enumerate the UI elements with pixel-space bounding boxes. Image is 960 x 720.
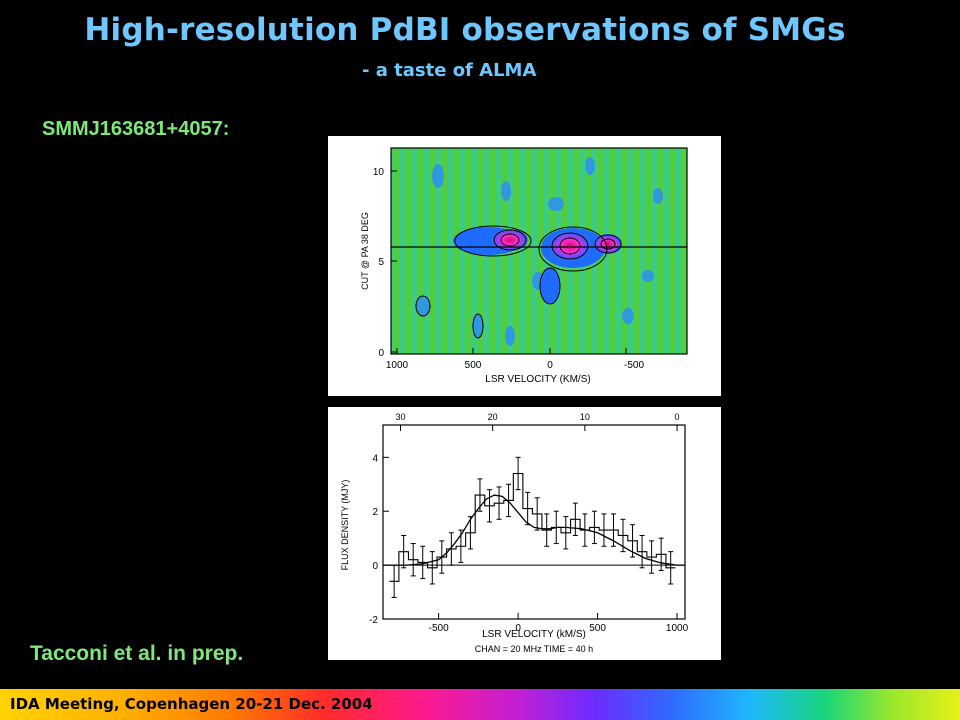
spectrum-frame xyxy=(382,424,686,620)
sp-ytick-2: 2 xyxy=(372,507,378,518)
pv-emission xyxy=(453,227,622,304)
sp-toptick-10: 10 xyxy=(580,412,590,422)
sp-xtick-0: 0 xyxy=(515,623,521,634)
sp-note: CHAN = 20 MHz TIME = 40 h xyxy=(475,644,593,654)
pv-ylabel: CUT @ PA 38 DEG xyxy=(360,212,370,290)
slide-title: High-resolution PdBI observations of SMG… xyxy=(84,12,846,48)
pv-ytick-5: 5 xyxy=(378,257,384,268)
sp-xtick-minus500: -500 xyxy=(429,623,449,634)
pv-xtick-1000: 1000 xyxy=(386,360,409,371)
credit-text: Tacconi et al. in prep. xyxy=(30,642,244,665)
pv-diagram-svg: 1000 500 0 -500 LSR VELOCITY (KM/S) 10 5… xyxy=(360,147,688,385)
pv-xtick-500: 500 xyxy=(465,360,482,371)
footer-text: IDA Meeting, Copenhagen 20-21 Dec. 2004 xyxy=(10,695,373,713)
slide-subtitle: - a taste of ALMA xyxy=(362,60,537,81)
pv-xtick-minus500: -500 xyxy=(624,360,644,371)
object-label: SMMJ163681+4057: xyxy=(42,118,230,140)
spectrum-chart: -500 0 500 1000 30 20 10 0 4 2 0 -2 LSR … xyxy=(340,412,689,654)
sp-toptick-30: 30 xyxy=(395,412,405,422)
pv-xtick-0: 0 xyxy=(547,360,553,371)
sp-ytick-0: 0 xyxy=(372,561,378,572)
pv-xlabel: LSR VELOCITY (KM/S) xyxy=(485,374,590,385)
sp-ytick-4: 4 xyxy=(372,453,378,464)
gaussian-fit-line xyxy=(383,494,685,566)
sp-ylabel: FLUX DENSITY (MJY) xyxy=(340,480,350,571)
sp-xtick-500: 500 xyxy=(589,623,606,634)
pv-map xyxy=(390,147,688,355)
sp-toptick-0: 0 xyxy=(675,412,680,422)
footer-bar: IDA Meeting, Copenhagen 20-21 Dec. 2004 xyxy=(0,689,960,720)
sp-toptick-20: 20 xyxy=(488,412,498,422)
sp-xlabel: LSR VELOCITY (kM/S) xyxy=(482,629,586,640)
sp-ytick-minus2: -2 xyxy=(369,615,378,626)
spectrum-panel: -500 0 500 1000 30 20 10 0 4 2 0 -2 LSR … xyxy=(328,407,721,660)
pv-ytick-10: 10 xyxy=(373,167,385,178)
pv-ytick-0: 0 xyxy=(378,348,384,359)
sp-xtick-1000: 1000 xyxy=(666,623,689,634)
pv-diagram-panel: 1000 500 0 -500 LSR VELOCITY (KM/S) 10 5… xyxy=(328,136,721,396)
pv-contours xyxy=(415,225,622,339)
